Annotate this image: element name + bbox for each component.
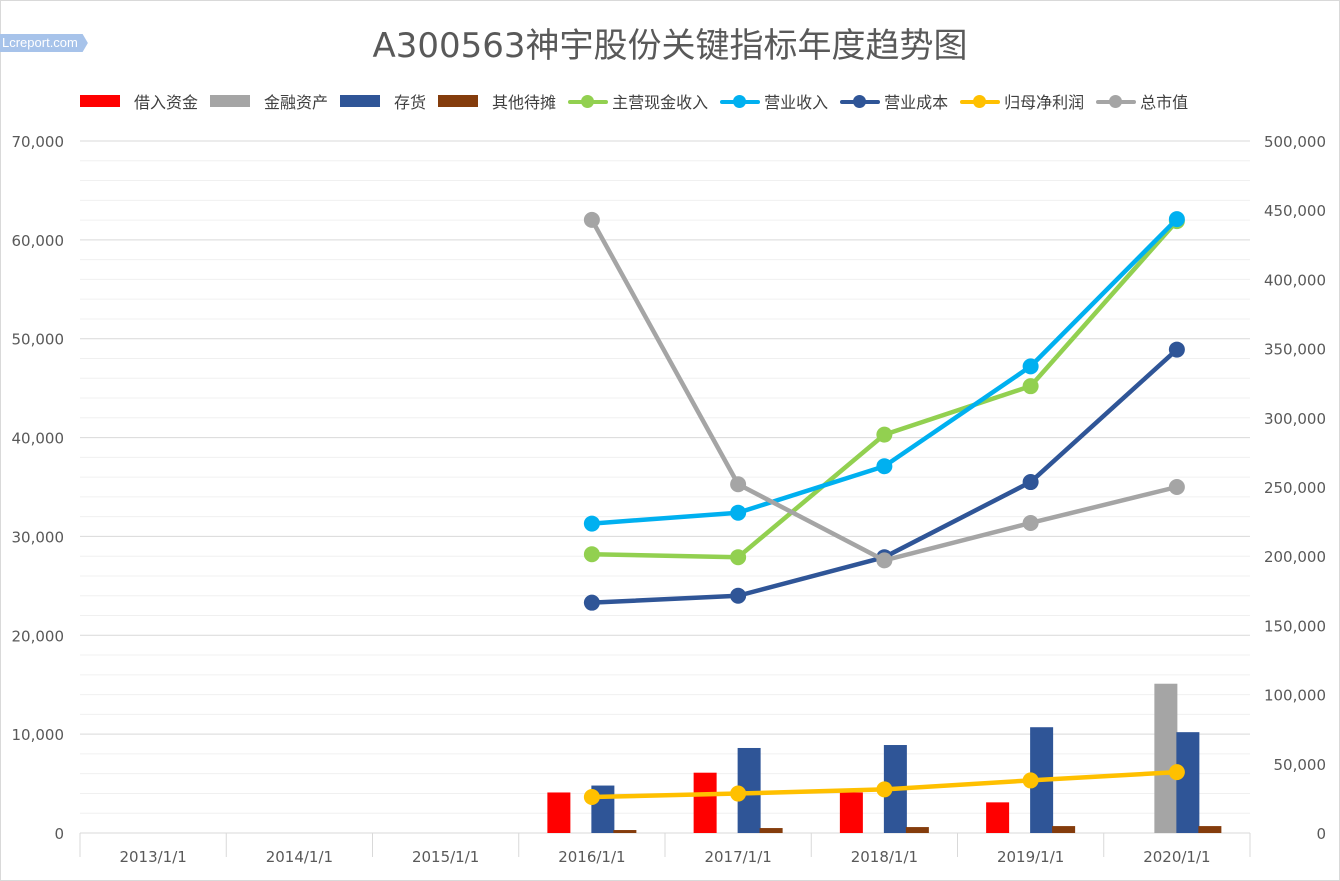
legend-item: 金融资产 [210, 89, 328, 113]
legend-label: 金融资产 [264, 93, 329, 112]
point-归母净利润 [1022, 772, 1039, 789]
bar-借入资金 [839, 792, 863, 833]
y-right-tick-label: 500,000 [1264, 133, 1326, 151]
legend-item: 归母净利润 [960, 89, 1084, 113]
y-right-tick-label: 350,000 [1264, 341, 1326, 359]
bar-金融资产 [1154, 683, 1178, 833]
point-主营现金收入 [730, 549, 747, 566]
legend-bar-swatch [438, 95, 479, 107]
bar-存货 [1176, 732, 1200, 833]
point-主营现金收入 [1022, 378, 1039, 395]
point-总市值 [730, 476, 747, 493]
bar-其他待摊 [1198, 826, 1222, 833]
bar-借入资金 [986, 802, 1010, 833]
point-主营现金收入 [876, 426, 893, 443]
y-left-tick-label: 20,000 [12, 627, 65, 645]
legend-item: 营业成本 [840, 89, 948, 113]
legend-label: 总市值 [1140, 93, 1189, 112]
legend-label: 营业收入 [764, 93, 829, 112]
legend-label: 营业成本 [884, 93, 949, 112]
point-归母净利润 [730, 785, 747, 802]
legend-line-swatch [568, 95, 609, 108]
line-总市值 [589, 217, 1180, 563]
point-营业成本 [583, 594, 600, 611]
legend-line-swatch [1096, 95, 1137, 108]
legend-bar-swatch [80, 95, 120, 107]
legend-label: 借入资金 [134, 93, 199, 112]
x-tick-label: 2016/1/1 [558, 848, 625, 866]
point-总市值 [876, 552, 893, 569]
y-right-tick-label: 450,000 [1264, 202, 1326, 220]
x-tick-label: 2018/1/1 [851, 848, 918, 866]
point-营业成本 [1022, 474, 1039, 491]
point-营业收入 [876, 458, 893, 475]
legend-line-swatch [960, 95, 1001, 108]
y-right-tick-label: 150,000 [1264, 617, 1326, 635]
legend-item: 其他待摊 [438, 89, 556, 113]
y-right-tick-label: 100,000 [1264, 687, 1326, 705]
point-总市值 [1022, 514, 1039, 531]
y-right-tick-label: 200,000 [1264, 548, 1326, 566]
legend-label: 存货 [394, 93, 427, 112]
legend-item: 借入资金 [80, 89, 198, 113]
y-left-tick-label: 30,000 [12, 528, 65, 546]
y-left-tick-label: 40,000 [12, 430, 65, 448]
legend-item: 主营现金收入 [568, 89, 708, 113]
bar-借入资金 [547, 792, 571, 833]
x-tick-label: 2013/1/1 [119, 848, 186, 866]
legend-line-swatch [720, 95, 761, 108]
legend-label: 其他待摊 [492, 93, 557, 112]
bar-其他待摊 [613, 830, 637, 833]
y-right-tick-label: 400,000 [1264, 271, 1326, 289]
y-right-tick-label: 50,000 [1274, 756, 1327, 774]
point-总市值 [583, 211, 600, 228]
point-营业成本 [730, 587, 747, 604]
y-right-tick-label: 300,000 [1264, 410, 1326, 428]
chart-title: A300563神宇股份关键指标年度趋势图 [372, 26, 968, 66]
point-归母净利润 [583, 789, 600, 806]
x-tick-label: 2017/1/1 [704, 848, 771, 866]
bar-存货 [737, 747, 761, 833]
legend-item: 存货 [340, 89, 426, 113]
point-归母净利润 [1168, 764, 1185, 781]
y-left-tick-label: 70,000 [12, 133, 65, 151]
point-营业收入 [730, 504, 747, 521]
bar-其他待摊 [759, 828, 783, 833]
point-主营现金收入 [583, 546, 600, 563]
line-营业收入 [589, 216, 1180, 526]
x-tick-label: 2014/1/1 [266, 848, 333, 866]
watermark: Lcreport.com [0, 34, 88, 52]
legend-label: 归母净利润 [1004, 93, 1085, 112]
legend-bar-swatch [210, 95, 251, 107]
bar-其他待摊 [905, 827, 929, 833]
point-总市值 [1168, 479, 1185, 495]
legend-line-swatch [840, 95, 881, 108]
y-left-tick-label: 10,000 [12, 726, 65, 744]
x-tick-label: 2015/1/1 [412, 848, 479, 866]
point-营业成本 [1168, 341, 1185, 358]
point-营业收入 [1168, 211, 1185, 228]
y-right-tick-label: 0 [1316, 825, 1326, 843]
legend-label: 主营现金收入 [612, 93, 709, 112]
point-归母净利润 [876, 781, 893, 798]
legend-item: 总市值 [1096, 89, 1188, 113]
bar-其他待摊 [1052, 826, 1076, 833]
legend-item: 营业收入 [720, 89, 828, 113]
legend: 借入资金 金融资产 存货 其他待摊 主营现金收入 营业收入 营业成本 归母净利润 总市值 [80, 89, 1200, 113]
legend-bar-swatch [340, 95, 381, 107]
x-tick-label: 2020/1/1 [1143, 848, 1210, 866]
point-营业收入 [583, 515, 600, 532]
bar-借入资金 [693, 772, 717, 833]
x-tick-label: 2019/1/1 [997, 848, 1064, 866]
y-left-tick-label: 60,000 [12, 232, 65, 250]
y-left-tick-label: 0 [54, 825, 64, 843]
y-left-tick-label: 50,000 [12, 331, 65, 349]
y-right-tick-label: 250,000 [1264, 479, 1326, 497]
point-营业收入 [1022, 358, 1039, 375]
